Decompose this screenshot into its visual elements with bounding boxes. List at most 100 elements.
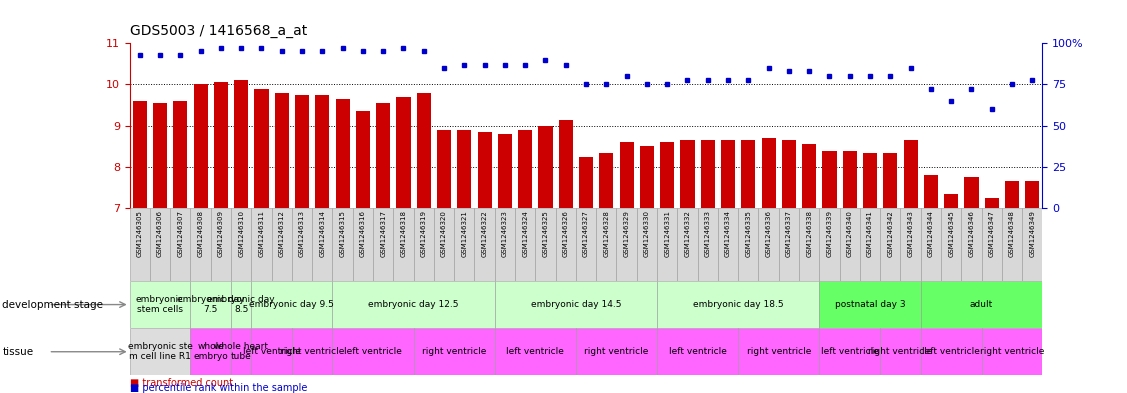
Bar <box>130 208 150 281</box>
Bar <box>982 208 1002 281</box>
Bar <box>556 208 576 281</box>
Bar <box>295 95 309 208</box>
Bar <box>1026 182 1039 208</box>
Text: embryonic day 14.5: embryonic day 14.5 <box>531 300 621 309</box>
Bar <box>535 208 556 281</box>
Text: right ventricle: right ventricle <box>584 347 649 356</box>
Bar <box>332 208 353 281</box>
Bar <box>434 208 454 281</box>
Text: GSM1246347: GSM1246347 <box>988 211 995 257</box>
Text: embryonic
stem cells: embryonic stem cells <box>136 295 184 314</box>
Bar <box>657 328 738 375</box>
Bar <box>616 208 637 281</box>
Text: right ventricle: right ventricle <box>868 347 933 356</box>
Bar <box>316 95 329 208</box>
Bar <box>397 97 410 208</box>
Bar <box>414 328 495 375</box>
Bar <box>373 208 393 281</box>
Text: embryonic ste
m cell line R1: embryonic ste m cell line R1 <box>127 342 193 362</box>
Text: GSM1246315: GSM1246315 <box>339 211 346 257</box>
Bar <box>576 208 596 281</box>
Bar <box>353 208 373 281</box>
Bar <box>921 281 1042 328</box>
Text: GSM1246330: GSM1246330 <box>644 211 650 257</box>
Bar <box>677 208 698 281</box>
Bar <box>332 281 495 328</box>
Bar <box>495 281 657 328</box>
Text: left ventricle: left ventricle <box>344 347 402 356</box>
Bar <box>190 281 231 328</box>
Text: embryonic day
8.5: embryonic day 8.5 <box>207 295 275 314</box>
Text: tissue: tissue <box>2 347 34 357</box>
Text: postnatal day 3: postnatal day 3 <box>835 300 905 309</box>
Text: left ventricle: left ventricle <box>820 347 879 356</box>
Bar <box>231 281 251 328</box>
Bar <box>130 328 190 375</box>
Text: GSM1246343: GSM1246343 <box>907 211 914 257</box>
Bar <box>738 328 819 375</box>
Bar <box>961 208 982 281</box>
Text: embryonic day 9.5: embryonic day 9.5 <box>249 300 335 309</box>
Bar <box>332 328 414 375</box>
Text: GSM1246323: GSM1246323 <box>502 211 508 257</box>
Text: embryonic day 18.5: embryonic day 18.5 <box>693 300 783 309</box>
Bar <box>458 130 471 208</box>
Bar <box>518 130 532 208</box>
Text: GSM1246319: GSM1246319 <box>420 211 427 257</box>
Bar <box>799 208 819 281</box>
Text: GSM1246309: GSM1246309 <box>218 211 224 257</box>
Text: right ventricle: right ventricle <box>421 347 487 356</box>
Bar <box>251 328 292 375</box>
Bar <box>292 328 332 375</box>
Bar <box>498 134 512 208</box>
Bar <box>579 157 593 208</box>
Text: GSM1246348: GSM1246348 <box>1009 211 1015 257</box>
Bar <box>190 328 231 375</box>
Text: GSM1246344: GSM1246344 <box>928 211 934 257</box>
Text: GDS5003 / 1416568_a_at: GDS5003 / 1416568_a_at <box>130 24 307 37</box>
Bar <box>251 281 332 328</box>
Text: GSM1246333: GSM1246333 <box>704 211 711 257</box>
Bar <box>211 208 231 281</box>
Text: left ventricle: left ventricle <box>922 347 980 356</box>
Text: GSM1246340: GSM1246340 <box>846 211 853 257</box>
Text: GSM1246316: GSM1246316 <box>360 211 366 257</box>
Bar <box>819 208 840 281</box>
Bar <box>660 142 674 208</box>
Bar <box>657 281 819 328</box>
Text: development stage: development stage <box>2 299 104 310</box>
Bar <box>576 328 657 375</box>
Bar <box>454 208 474 281</box>
Bar <box>637 208 657 281</box>
Bar <box>393 208 414 281</box>
Bar <box>965 177 978 208</box>
Bar <box>539 126 552 208</box>
Bar <box>941 208 961 281</box>
Text: right ventricle: right ventricle <box>279 347 345 356</box>
Text: GSM1246329: GSM1246329 <box>623 211 630 257</box>
Text: GSM1246325: GSM1246325 <box>542 211 549 257</box>
Bar <box>272 208 292 281</box>
Bar <box>356 111 370 208</box>
Text: GSM1246334: GSM1246334 <box>725 211 731 257</box>
Text: GSM1246312: GSM1246312 <box>278 211 285 257</box>
Bar <box>474 208 495 281</box>
Text: GSM1246327: GSM1246327 <box>583 211 589 257</box>
Text: GSM1246338: GSM1246338 <box>806 211 813 257</box>
Text: GSM1246345: GSM1246345 <box>948 211 955 257</box>
Text: left ventricle: left ventricle <box>242 347 301 356</box>
Bar <box>414 208 434 281</box>
Bar <box>880 208 900 281</box>
Text: GSM1246337: GSM1246337 <box>786 211 792 257</box>
Bar <box>336 99 349 208</box>
Bar <box>823 151 836 208</box>
Text: GSM1246324: GSM1246324 <box>522 211 529 257</box>
Text: embryonic day
7.5: embryonic day 7.5 <box>177 295 245 314</box>
Text: GSM1246310: GSM1246310 <box>238 211 245 257</box>
Bar <box>1002 208 1022 281</box>
Bar <box>251 208 272 281</box>
Bar <box>437 130 451 208</box>
Text: GSM1246342: GSM1246342 <box>887 211 894 257</box>
Bar <box>153 103 167 208</box>
Bar <box>620 142 633 208</box>
